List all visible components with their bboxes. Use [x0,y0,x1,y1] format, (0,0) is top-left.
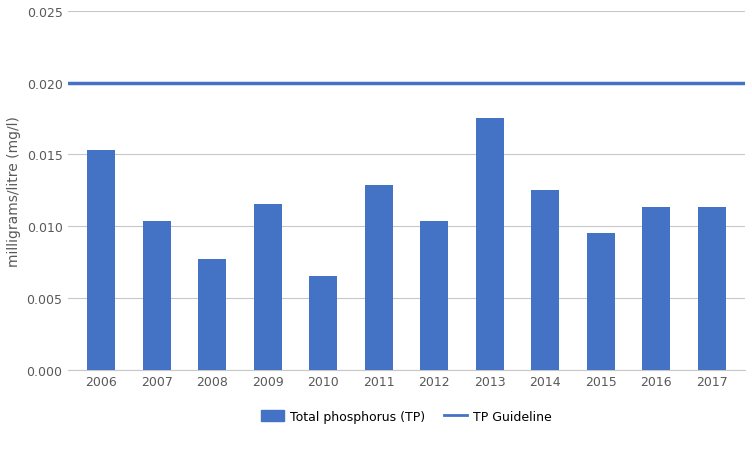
Bar [254,204,282,370]
Legend: Total phosphorus (TP), TP Guideline: Total phosphorus (TP), TP Guideline [256,405,556,428]
Bar [199,260,226,370]
Bar [309,276,337,370]
Bar [143,221,171,370]
Bar [587,233,614,370]
Bar [87,151,115,370]
Bar [642,207,670,370]
Bar [420,221,448,370]
Bar [476,119,504,370]
Bar [532,190,559,370]
Bar [698,207,726,370]
Bar [365,186,393,370]
Y-axis label: milligrams/litre (mg/l): milligrams/litre (mg/l) [7,115,21,266]
